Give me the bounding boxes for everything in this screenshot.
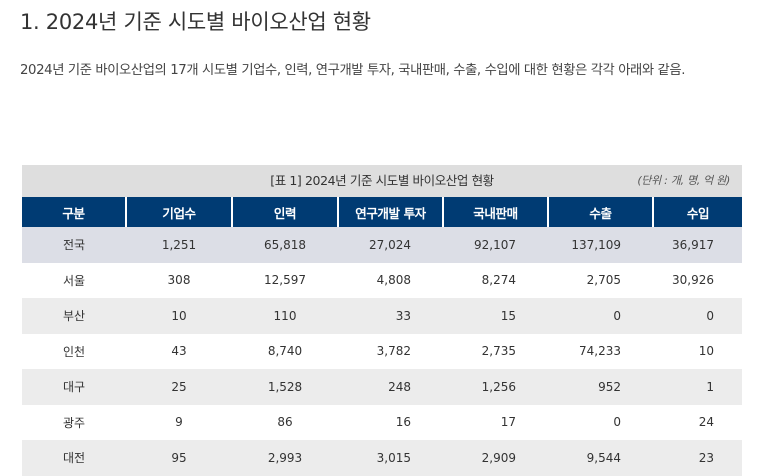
cell-domestic: 1,256 <box>443 369 548 405</box>
cell-workforce: 12,597 <box>232 262 338 298</box>
cell-import: 30,926 <box>653 262 742 298</box>
cell-workforce: 110 <box>232 298 338 334</box>
cell-rnd: 27,024 <box>338 227 443 263</box>
cell-domestic: 15 <box>443 298 548 334</box>
cell-companies: 308 <box>126 262 232 298</box>
cell-rnd: 33 <box>338 298 443 334</box>
table-row: 인천 43 8,740 3,782 2,735 74,233 10 <box>22 333 742 369</box>
cell-export: 952 <box>548 369 653 405</box>
bio-industry-table: [표 1] 2024년 기준 시도별 바이오산업 현황 (단위 : 개, 명, … <box>22 165 742 476</box>
cell-import: 10 <box>653 333 742 369</box>
section-description: 2024년 기준 바이오산업의 17개 시도별 기업수, 인력, 연구개발 투자… <box>20 63 686 78</box>
table-row-total: 전국 1,251 65,818 27,024 92,107 137,109 36… <box>22 227 742 263</box>
cell-region: 대전 <box>22 440 126 476</box>
cell-companies: 95 <box>126 440 232 476</box>
cell-import: 23 <box>653 440 742 476</box>
header-workforce: 인력 <box>231 197 338 227</box>
table-row: 대구 25 1,528 248 1,256 952 1 <box>22 369 742 405</box>
cell-domestic: 2,735 <box>443 333 548 369</box>
cell-region: 광주 <box>22 404 126 440</box>
cell-workforce: 8,740 <box>232 333 338 369</box>
table-header-row: 구분 기업수 인력 연구개발 투자 국내판매 수출 수입 <box>22 197 742 227</box>
cell-workforce: 65,818 <box>232 227 338 263</box>
cell-companies: 9 <box>126 404 232 440</box>
cell-companies: 43 <box>126 333 232 369</box>
table-caption-bar: [표 1] 2024년 기준 시도별 바이오산업 현황 (단위 : 개, 명, … <box>22 165 742 197</box>
cell-import: 0 <box>653 298 742 334</box>
cell-import: 1 <box>653 369 742 405</box>
cell-region: 부산 <box>22 298 126 334</box>
table-row: 광주 9 86 16 17 0 24 <box>22 404 742 440</box>
header-export: 수출 <box>547 197 653 227</box>
cell-workforce: 86 <box>232 404 338 440</box>
header-rnd: 연구개발 투자 <box>337 197 443 227</box>
cell-import: 36,917 <box>653 227 742 263</box>
cell-export: 0 <box>548 404 653 440</box>
table-unit-note: (단위 : 개, 명, 억 원) <box>637 174 730 187</box>
cell-region: 대구 <box>22 369 126 405</box>
section-heading: 1. 2024년 기준 시도별 바이오산업 현황 <box>20 10 371 34</box>
cell-domestic: 17 <box>443 404 548 440</box>
cell-export: 2,705 <box>548 262 653 298</box>
header-companies: 기업수 <box>125 197 232 227</box>
cell-rnd: 3,782 <box>338 333 443 369</box>
cell-domestic: 92,107 <box>443 227 548 263</box>
cell-rnd: 4,808 <box>338 262 443 298</box>
table-row: 대전 95 2,993 3,015 2,909 9,544 23 <box>22 440 742 476</box>
table-row: 서울 308 12,597 4,808 8,274 2,705 30,926 <box>22 262 742 298</box>
table-caption: [표 1] 2024년 기준 시도별 바이오산업 현황 <box>270 173 494 188</box>
cell-companies: 1,251 <box>126 227 232 263</box>
cell-workforce: 1,528 <box>232 369 338 405</box>
cell-export: 74,233 <box>548 333 653 369</box>
cell-rnd: 248 <box>338 369 443 405</box>
cell-domestic: 8,274 <box>443 262 548 298</box>
cell-rnd: 3,015 <box>338 440 443 476</box>
cell-export: 0 <box>548 298 653 334</box>
cell-region: 서울 <box>22 262 126 298</box>
cell-workforce: 2,993 <box>232 440 338 476</box>
header-import: 수입 <box>652 197 742 227</box>
cell-region: 인천 <box>22 333 126 369</box>
cell-domestic: 2,909 <box>443 440 548 476</box>
cell-import: 24 <box>653 404 742 440</box>
cell-export: 137,109 <box>548 227 653 263</box>
cell-companies: 10 <box>126 298 232 334</box>
header-region: 구분 <box>22 197 126 227</box>
cell-region: 전국 <box>22 227 126 263</box>
data-table: 구분 기업수 인력 연구개발 투자 국내판매 수출 수입 전국 1,251 65… <box>22 197 742 476</box>
cell-export: 9,544 <box>548 440 653 476</box>
cell-companies: 25 <box>126 369 232 405</box>
table-row: 부산 10 110 33 15 0 0 <box>22 298 742 334</box>
header-domestic: 국내판매 <box>442 197 548 227</box>
cell-rnd: 16 <box>338 404 443 440</box>
